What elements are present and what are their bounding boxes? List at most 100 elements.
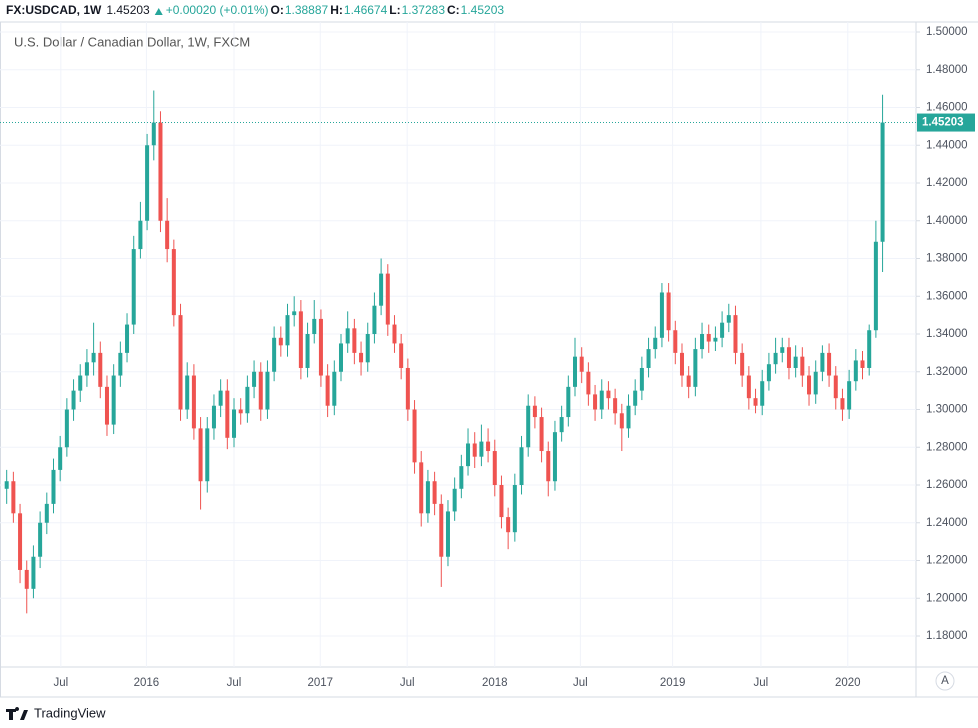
candle-body (285, 315, 290, 346)
y-tick-label: 1.24000 (926, 517, 968, 529)
symbol: FX:USDCAD, 1W (6, 3, 102, 17)
candle-body (425, 481, 430, 514)
candle-body (171, 249, 176, 316)
candle-body (91, 352, 96, 363)
candle-body (713, 337, 718, 342)
last-price-badge (917, 113, 975, 132)
candle-body (211, 405, 216, 429)
scale-button[interactable] (935, 671, 955, 691)
candle-body (807, 375, 812, 395)
candle-body (552, 432, 557, 482)
y-tick-label: 1.36000 (926, 290, 968, 302)
candle-body (492, 451, 497, 486)
x-tick-label: 2017 (307, 677, 333, 689)
candle-body (232, 409, 237, 438)
ohlc-label: O: (270, 3, 283, 17)
candle-body (546, 451, 551, 482)
candle-body (820, 352, 825, 372)
ohlc-value: 1.37283 (402, 3, 446, 17)
brand-logo (6, 707, 28, 720)
x-tick-label: 2019 (660, 677, 686, 689)
candle-body (399, 343, 404, 368)
candle-body (225, 390, 230, 438)
candle-body (191, 375, 196, 429)
candle-body (760, 381, 765, 406)
y-tick-label: 1.26000 (926, 479, 968, 491)
candle-body (245, 386, 250, 414)
y-tick-label: 1.38000 (926, 253, 968, 265)
candle-body (58, 447, 63, 470)
scale-button-label[interactable]: A (941, 675, 949, 687)
candle-body (532, 405, 537, 418)
candle-body (265, 371, 270, 410)
x-tick-label: 2018 (482, 677, 508, 689)
y-tick-label: 1.30000 (926, 404, 968, 416)
candle-body (693, 349, 698, 387)
price: 1.45203 (106, 3, 150, 17)
candle-body (706, 334, 711, 342)
x-tick-label: Jul (53, 677, 68, 689)
y-tick-label: 1.28000 (926, 441, 968, 453)
candle-body (71, 390, 76, 410)
candle-body (419, 462, 424, 514)
candle-body (392, 324, 397, 344)
candle-body (38, 522, 43, 557)
candle-body (298, 311, 303, 368)
candle-body (486, 441, 491, 452)
candle-body (499, 485, 504, 518)
candle-body (365, 334, 370, 363)
change-arrow (154, 8, 163, 15)
last-price-label: 1.45203 (922, 117, 964, 129)
candle-body (278, 337, 283, 346)
candle-body (238, 409, 243, 414)
candle-body (131, 249, 136, 325)
candle-body (118, 352, 123, 376)
candle-body (165, 220, 170, 250)
candle-body (332, 371, 337, 406)
candle-body (566, 386, 571, 418)
candle-body (44, 503, 49, 523)
chart-title: U.S. Dollar / Canadian Dollar, 1W, FXCM (14, 34, 250, 49)
candle-body (633, 390, 638, 406)
candle-body (158, 122, 163, 221)
candle-body (833, 375, 838, 399)
candle-body (379, 273, 384, 306)
candle-body (472, 443, 477, 457)
candle-body (479, 441, 484, 457)
ohlc-value: 1.45203 (461, 3, 505, 17)
candle-body (666, 292, 671, 331)
candle-body (338, 343, 343, 372)
candle-body (793, 356, 798, 368)
x-tick-label: Jul (227, 677, 242, 689)
y-tick-label: 1.40000 (926, 215, 968, 227)
candle-body (151, 122, 156, 146)
candle-body (292, 311, 297, 316)
candle-body (873, 241, 878, 331)
candle-body (305, 334, 310, 368)
candle-body (867, 330, 872, 368)
candle-body (599, 390, 604, 410)
candle-body (258, 371, 263, 410)
y-tick-label: 1.46000 (926, 102, 968, 114)
candle-body (51, 469, 56, 504)
candle-body (720, 322, 725, 338)
candle-body (272, 337, 277, 372)
candle-body (573, 356, 578, 387)
y-tick-label: 1.48000 (926, 64, 968, 76)
candle-body (880, 122, 885, 242)
ohlc-label: L: (389, 3, 400, 17)
candle-body (746, 375, 751, 399)
candle-body (773, 352, 778, 365)
candle-body (452, 488, 457, 512)
candle-body (318, 318, 323, 376)
candle-body (11, 481, 16, 514)
y-tick-label: 1.34000 (926, 328, 968, 340)
candle-body (700, 334, 705, 350)
candle-body (659, 292, 664, 338)
ohlc-label: H: (330, 3, 343, 17)
candle-body (412, 409, 417, 463)
y-tick-label: 1.18000 (926, 630, 968, 642)
candle-body (31, 556, 36, 589)
candle-body (445, 511, 450, 557)
candle-body (125, 324, 130, 353)
